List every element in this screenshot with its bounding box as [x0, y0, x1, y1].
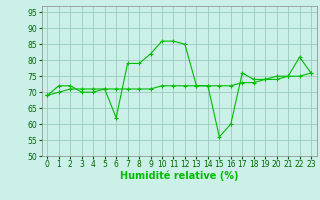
X-axis label: Humidité relative (%): Humidité relative (%): [120, 171, 238, 181]
